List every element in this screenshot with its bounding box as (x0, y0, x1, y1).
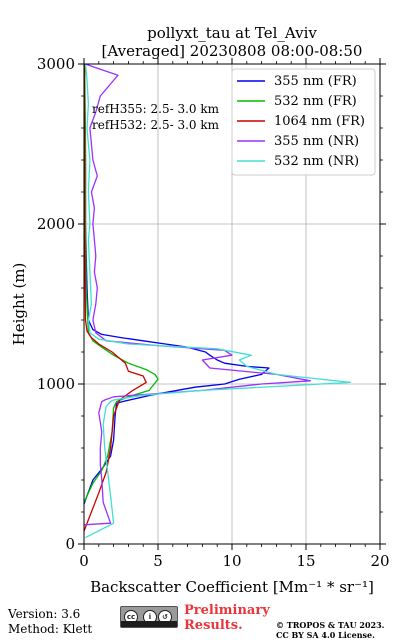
preliminary-line-2: Results. (184, 618, 243, 633)
x-tick-label: 15 (296, 552, 315, 570)
y-tick-label: 0 (65, 535, 75, 553)
share-alike-icon: ↺ (158, 610, 172, 624)
copyright-line-1: © TROPOS & TAU 2023. (276, 620, 385, 630)
annotation-refh-355: refH355: 2.5- 3.0 km (92, 102, 220, 116)
legend-label: 532 nm (NR) (274, 154, 359, 169)
legend-label: 1064 nm (FR) (274, 114, 365, 129)
copyright-notice: © TROPOS & TAU 2023. CC BY SA 4.0 Licens… (276, 620, 384, 640)
legend-label: 532 nm (FR) (274, 94, 357, 109)
cc-by-sa-license-icon: cc i ↺ (120, 606, 178, 628)
legend-box (231, 68, 376, 176)
reference-height-annotations: refH355: 2.5- 3.0 km refH532: 2.5- 3.0 km (92, 102, 220, 132)
chart-title: pollyxt_tau at Tel_Aviv (147, 24, 317, 42)
series-lines (84, 64, 352, 539)
copyright-line-2: CC BY SA 4.0 License. (276, 630, 375, 640)
series-line-532-nm-fr (84, 64, 159, 503)
cc-band (121, 621, 177, 627)
method-text: Method: Klett (8, 622, 93, 636)
preliminary-line-1: Preliminary (184, 603, 270, 618)
axis-tick-labels: 0 5 10 15 20 0 1000 2000 3000 (37, 55, 390, 570)
y-tick-label: 2000 (37, 215, 75, 233)
y-tick-label: 1000 (37, 375, 75, 393)
preliminary-results-label: Preliminary Results. (184, 603, 270, 633)
x-tick-label: 20 (370, 552, 389, 570)
x-tick-label: 0 (79, 552, 89, 570)
series-line-355-nm-nr (84, 64, 312, 526)
cc-icon: cc (124, 610, 138, 624)
series-line-1064-nm-fr (84, 64, 147, 532)
y-axis-label: Height (m) (10, 263, 28, 346)
annotation-refh-532: refH532: 2.5- 3.0 km (92, 118, 220, 132)
series-line-532-nm-nr (84, 64, 352, 539)
y-tick-label: 3000 (37, 55, 75, 73)
x-tick-label: 5 (153, 552, 163, 570)
chart-subtitle: [Averaged] 20230808 08:00-08:50 (101, 42, 363, 60)
legend-label: 355 nm (NR) (274, 134, 359, 149)
legend: 355 nm (FR) 532 nm (FR) 1064 nm (FR) 355 nm… (231, 68, 376, 176)
axis-ticks (78, 58, 386, 550)
x-axis-label: Backscatter Coefficient [Mm⁻¹ * sr⁻¹] (90, 578, 374, 596)
x-tick-label: 10 (222, 552, 241, 570)
version-text: Version: 3.6 (8, 607, 81, 621)
legend-label: 355 nm (FR) (274, 74, 357, 89)
